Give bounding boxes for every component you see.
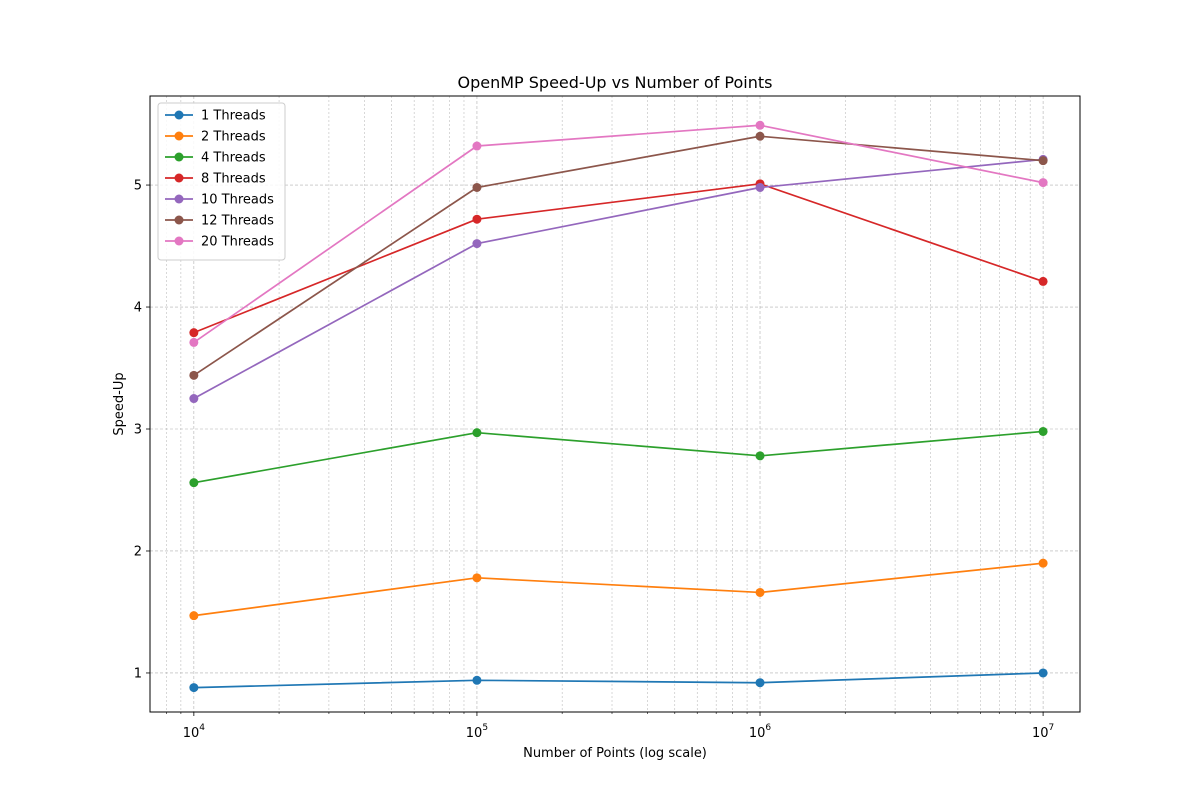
legend-marker [174, 152, 184, 162]
data-point [1038, 178, 1048, 188]
data-point [755, 587, 765, 597]
chart-title: OpenMP Speed-Up vs Number of Points [458, 73, 773, 92]
plot-frame [149, 95, 1081, 713]
data-point [755, 678, 765, 688]
legend-label: 1 Threads [201, 109, 266, 124]
y-axis-label: Speed-Up [112, 372, 127, 435]
data-point [755, 120, 765, 130]
data-point [472, 182, 482, 192]
series-line [193, 562, 1044, 617]
data-point [755, 451, 765, 461]
data-point [472, 573, 482, 583]
series-2-threads [189, 558, 1048, 621]
legend-item: 10 Threads [165, 193, 274, 208]
legend-marker [174, 194, 184, 204]
data-point [189, 611, 199, 621]
legend-label: 12 Threads [201, 214, 274, 229]
series-line [193, 430, 1044, 484]
data-point [472, 239, 482, 249]
data-point [1038, 276, 1048, 286]
data-point [189, 370, 199, 380]
data-point [472, 675, 482, 685]
legend-marker [174, 131, 184, 141]
data-point [189, 328, 199, 338]
x-tick-label: 105 [466, 723, 488, 741]
axis-ticks: 104 105 106 107 1 2 3 4 5 [134, 179, 1055, 741]
series-12-threads [189, 131, 1048, 380]
legend: 1 Threads 2 Threads 4 Threads 8 Threads 10 T… [157, 102, 286, 261]
legend-marker [174, 110, 184, 120]
legend-label: 4 Threads [201, 151, 266, 166]
legend-item: 1 Threads [165, 109, 266, 124]
legend-item: 12 Threads [165, 214, 274, 229]
legend-label: 20 Threads [201, 235, 274, 250]
grid [150, 96, 1080, 712]
data-point [1038, 156, 1048, 166]
x-tick-label: 106 [749, 723, 772, 741]
legend-item: 2 Threads [165, 130, 266, 145]
legend-marker [174, 236, 184, 246]
data-point [755, 182, 765, 192]
y-tick-label: 5 [134, 179, 142, 194]
legend-item: 20 Threads [165, 235, 274, 250]
data-point [755, 131, 765, 141]
series-line [193, 672, 1044, 689]
data-point [189, 478, 199, 488]
series-line [193, 182, 1044, 334]
data-point [472, 141, 482, 151]
legend-marker [174, 173, 184, 183]
legend-marker [174, 215, 184, 225]
legend-label: 10 Threads [201, 193, 274, 208]
y-tick-label: 1 [134, 666, 142, 681]
y-tick-label: 2 [134, 544, 142, 559]
y-tick-label: 3 [134, 423, 142, 438]
series-layer [189, 120, 1048, 693]
series-1-threads [189, 668, 1048, 693]
series-line [193, 124, 1044, 344]
data-point [1038, 426, 1048, 436]
data-point [189, 337, 199, 347]
data-point [472, 214, 482, 224]
data-point [189, 394, 199, 404]
data-point [189, 683, 199, 693]
x-tick-label: 104 [183, 723, 206, 741]
series-line [193, 158, 1044, 400]
legend-label: 2 Threads [201, 130, 266, 145]
x-axis-label: Number of Points (log scale) [523, 746, 707, 761]
series-line [193, 135, 1044, 377]
data-point [472, 428, 482, 438]
series-4-threads [189, 426, 1048, 488]
data-point [1038, 558, 1048, 568]
legend-item: 8 Threads [165, 172, 266, 187]
series-20-threads [189, 120, 1048, 347]
legend-label: 8 Threads [201, 172, 266, 187]
legend-item: 4 Threads [165, 151, 266, 166]
x-tick-label: 107 [1032, 723, 1054, 741]
y-tick-label: 4 [134, 301, 142, 316]
data-point [1038, 668, 1048, 678]
